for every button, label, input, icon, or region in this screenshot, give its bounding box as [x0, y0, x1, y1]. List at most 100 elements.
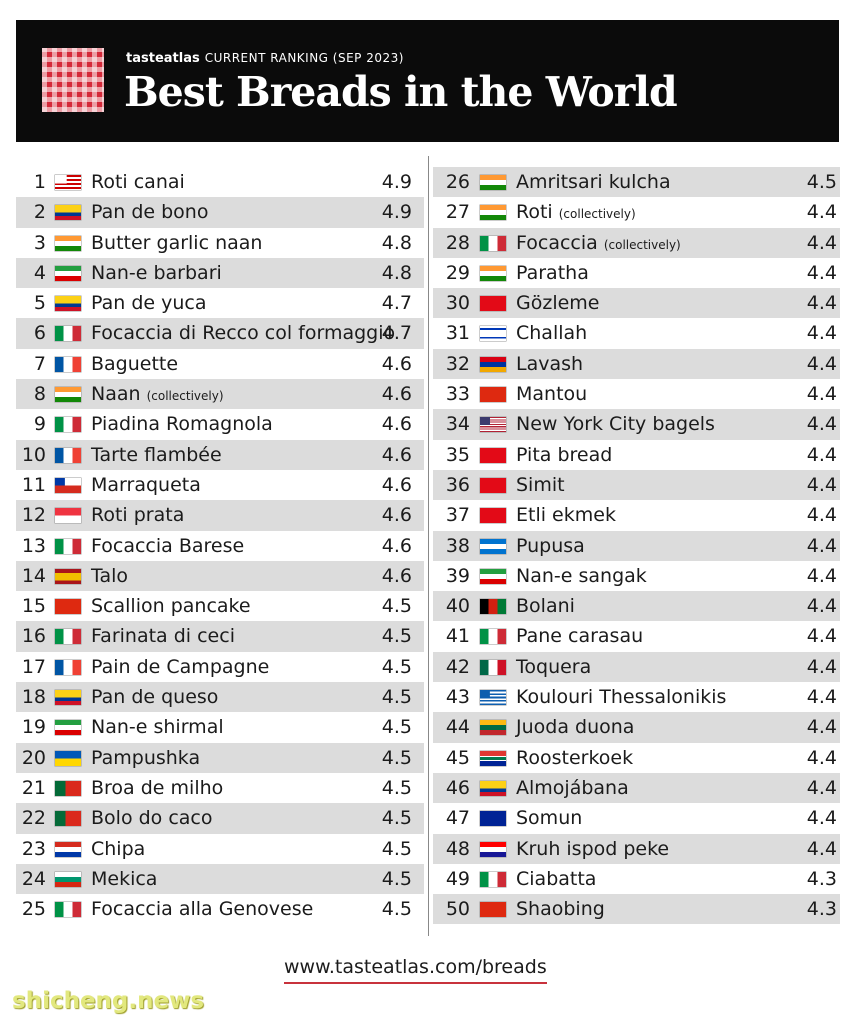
- ranking-row: 50 Shaobing 4.3: [433, 894, 840, 925]
- rating-score: 4.7: [381, 292, 412, 315]
- rank-number: 22: [21, 807, 46, 830]
- column-divider: [428, 156, 429, 936]
- bread-note: (collectively): [603, 237, 681, 252]
- bread-name: Focaccia (collectively): [516, 231, 681, 254]
- rank-number: 43: [445, 686, 470, 709]
- ranking-row: 44 Juoda duona 4.4: [433, 712, 840, 743]
- bread-name: Juoda duona: [516, 716, 635, 739]
- ranking-row: 34 New York City bagels 4.4: [433, 409, 840, 440]
- rating-score: 4.9: [381, 171, 412, 193]
- rating-score: 4.4: [806, 322, 837, 345]
- flag-it-icon: [55, 538, 81, 554]
- rating-score: 4.6: [381, 504, 412, 527]
- flag-pt-icon: [55, 811, 81, 827]
- rank-number: 20: [21, 746, 46, 769]
- ranking-row: 20 Pampushka 4.5: [16, 742, 424, 773]
- ranking-row: 37 Etli ekmek 4.4: [433, 500, 840, 530]
- rating-score: 4.4: [806, 443, 837, 466]
- bread-name: Nan-e barbari: [91, 261, 222, 284]
- bread-name: Talo: [91, 564, 129, 587]
- rank-number: 12: [21, 504, 46, 527]
- rating-score: 4.4: [806, 292, 837, 315]
- ranking-row: 6 Focaccia di Recco col formaggio 4.7: [16, 318, 424, 349]
- ranking-row: 39 Nan-e sangak 4.4: [433, 561, 840, 591]
- bread-name: Kruh ispod peke: [516, 837, 670, 860]
- bread-name: Bolani: [516, 595, 575, 618]
- flag-il-icon: [480, 326, 506, 342]
- bread-name: Paratha: [516, 261, 589, 284]
- brand-name: tasteatlas: [126, 51, 200, 66]
- bread-note: (collectively): [558, 207, 636, 222]
- flag-it-icon: [480, 871, 506, 887]
- rank-number: 16: [21, 625, 46, 648]
- source-link[interactable]: www.tasteatlas.com/breads: [284, 956, 547, 984]
- rating-score: 4.4: [806, 383, 837, 406]
- bread-name: Roti prata: [91, 504, 185, 527]
- bread-name: Toquera: [516, 655, 592, 678]
- ranking-row: 17 Pain de Campagne 4.5: [16, 652, 424, 682]
- bread-name: Bolo do caco: [91, 807, 213, 830]
- header-banner: tasteatlas CURRENT RANKING (SEP 2023) Bes…: [16, 20, 839, 142]
- rank-number: 49: [445, 867, 470, 890]
- rank-number: 19: [21, 716, 46, 739]
- bread-name: Pane carasau: [516, 625, 644, 648]
- ranking-row: 38 Pupusa 4.4: [433, 530, 840, 561]
- ranking-row: 3 Butter garlic naan 4.8: [16, 228, 424, 258]
- ranking-row: 30 Gözleme 4.4: [433, 288, 840, 319]
- rank-number: 23: [21, 837, 46, 860]
- ranking-label: CURRENT RANKING (SEP 2023): [204, 51, 404, 65]
- ranking-row: 14 Talo 4.6: [16, 560, 424, 592]
- rank-number: 6: [33, 322, 46, 345]
- ranking-row: 36 Simit 4.4: [433, 469, 840, 501]
- bread-name: Farinata di ceci: [91, 625, 235, 648]
- flag-it-icon: [480, 235, 506, 251]
- bread-name: Lavash: [516, 352, 584, 375]
- rank-number: 3: [33, 231, 46, 254]
- rank-number: 11: [21, 473, 46, 496]
- ranking-row: 47 Somun 4.4: [433, 803, 840, 833]
- flag-hn-icon: [480, 538, 506, 554]
- ranking-row: 7 Baguette 4.6: [16, 349, 424, 379]
- rank-number: 42: [445, 655, 470, 678]
- bread-name: Roti (collectively): [516, 201, 636, 224]
- rating-score: 4.4: [806, 504, 837, 527]
- flag-fr-icon: [55, 447, 81, 463]
- rating-score: 4.6: [381, 473, 412, 496]
- ranking-row: 15 Scallion pancake 4.5: [16, 591, 424, 621]
- flag-af-icon: [480, 599, 506, 615]
- rank-number: 9: [33, 413, 46, 436]
- rating-score: 4.6: [381, 413, 412, 436]
- rating-score: 4.4: [806, 716, 837, 739]
- ranking-row: 41 Pane carasau 4.4: [433, 621, 840, 651]
- bread-name: Roti canai: [91, 171, 185, 193]
- rank-number: 2: [33, 201, 46, 224]
- flag-py-icon: [55, 841, 81, 857]
- rating-score: 4.5: [381, 625, 412, 648]
- rank-number: 25: [21, 898, 46, 921]
- ranking-row: 19 Nan-e shirmal 4.5: [16, 712, 424, 742]
- bread-name: Simit: [516, 473, 565, 496]
- rating-score: 4.4: [806, 352, 837, 375]
- flag-cn-icon: [480, 902, 506, 918]
- watermark: shicheng.news: [12, 988, 205, 1014]
- rating-score: 4.6: [381, 443, 412, 466]
- rank-number: 38: [445, 534, 470, 557]
- flag-it-icon: [55, 326, 81, 342]
- ranking-row: 49 Ciabatta 4.3: [433, 864, 840, 894]
- rank-number: 50: [445, 898, 470, 921]
- rank-number: 31: [445, 322, 470, 345]
- rating-score: 4.5: [381, 867, 412, 890]
- rating-score: 4.4: [806, 625, 837, 648]
- ranking-column-right: 26 Amritsari kulcha 4.5 27 Roti (collectivel…: [433, 167, 840, 925]
- flag-tr-icon: [480, 477, 506, 493]
- rating-score: 4.4: [806, 776, 837, 799]
- rank-number: 33: [445, 383, 470, 406]
- flag-bg-icon: [55, 871, 81, 887]
- rating-score: 4.5: [381, 595, 412, 618]
- rank-number: 28: [445, 231, 470, 254]
- flag-in-icon: [480, 205, 506, 221]
- rank-number: 27: [445, 201, 470, 224]
- rating-score: 4.4: [806, 595, 837, 618]
- rating-score: 4.4: [806, 413, 837, 436]
- rank-number: 14: [21, 564, 46, 587]
